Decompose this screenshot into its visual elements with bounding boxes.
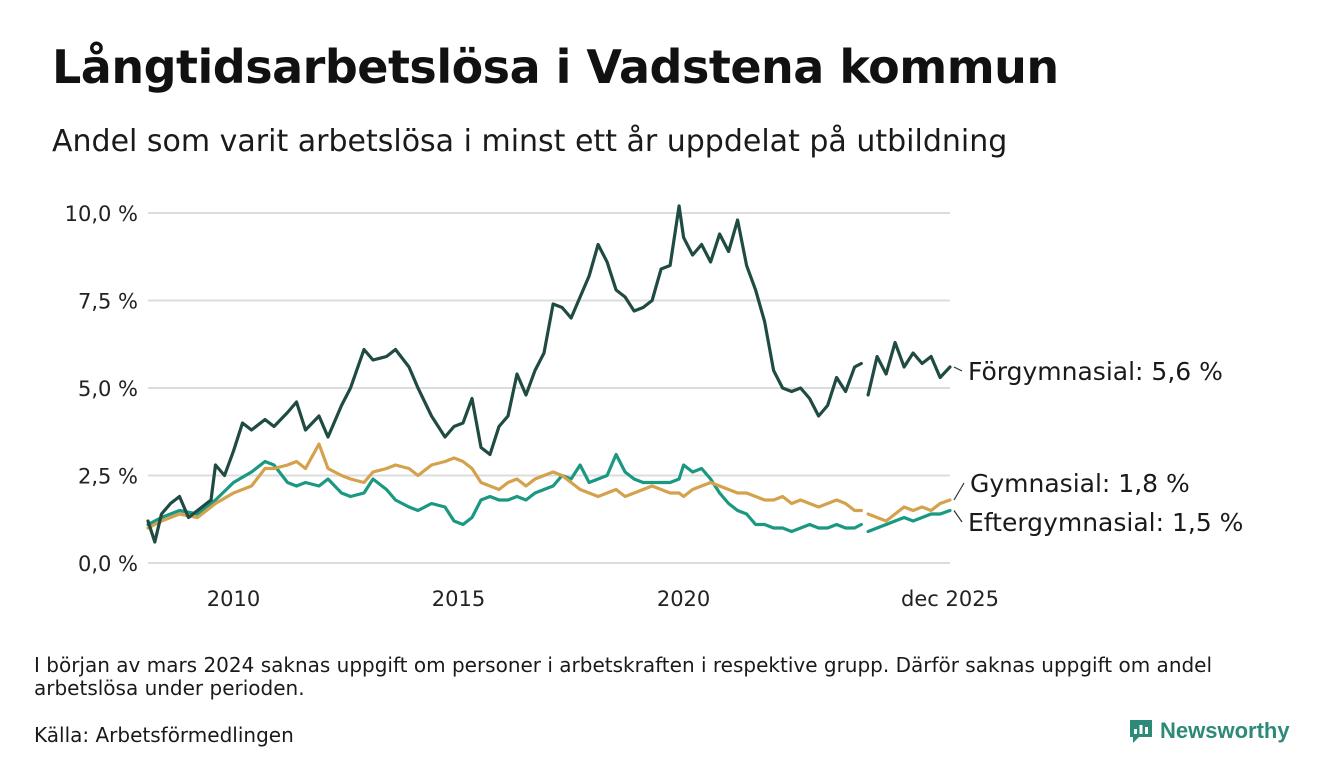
series-label-eftergymnasial: Eftergymnasial: 1,5 % <box>968 508 1243 537</box>
x-tick-label: 2010 <box>207 587 260 611</box>
label-leader-line <box>953 510 963 523</box>
series-line-eftergymnasial <box>146 452 863 534</box>
grid-lines <box>148 212 950 564</box>
y-tick-label: 10,0 % <box>65 202 138 226</box>
series-line-eftergymnasial <box>866 508 952 534</box>
series-line-förgymnasial <box>866 340 952 397</box>
label-leader-line <box>953 366 963 372</box>
series-lines <box>146 204 952 544</box>
source-credit: Källa: Arbetsförmedlingen <box>34 723 294 747</box>
footnote: I början av mars 2024 saknas uppgift om … <box>34 653 1213 700</box>
brand-logo[interactable]: Newsworthy <box>1128 718 1290 744</box>
y-tick-label: 2,5 % <box>78 465 138 489</box>
x-tick-label: 2020 <box>657 587 710 611</box>
x-axis-labels: 2010 2015 2020 dec 2025 <box>207 587 999 611</box>
series-line-gymnasial <box>866 498 952 523</box>
x-tick-label: dec 2025 <box>901 587 999 611</box>
y-axis-labels: 0,0 % 2,5 % 5,0 % 7,5 % 10,0 % <box>65 202 138 576</box>
series-label-förgymnasial: Förgymnasial: 5,6 % <box>968 357 1223 386</box>
x-tick-label: 2015 <box>432 587 485 611</box>
series-labels: Förgymnasial: 5,6 % Gymnasial: 1,8 % Efter… <box>953 357 1243 537</box>
label-leader-line <box>953 482 965 501</box>
line-chart: 0,0 % 2,5 % 5,0 % 7,5 % 10,0 % 2010 2015 2020 d… <box>65 202 1244 611</box>
y-tick-label: 5,0 % <box>78 377 138 401</box>
newsworthy-logo-icon <box>1130 720 1152 743</box>
y-tick-label: 7,5 % <box>78 290 138 314</box>
brand-name: Newsworthy <box>1160 718 1290 743</box>
chart-subtitle: Andel som varit arbetslösa i minst ett å… <box>52 124 1008 159</box>
y-tick-label: 0,0 % <box>78 552 138 576</box>
series-line-förgymnasial <box>146 204 863 544</box>
series-label-gymnasial: Gymnasial: 1,8 % <box>970 469 1190 498</box>
series-line-gymnasial <box>146 442 863 530</box>
chart-title: Långtidsarbetslösa i Vadstena kommun <box>52 40 1059 94</box>
